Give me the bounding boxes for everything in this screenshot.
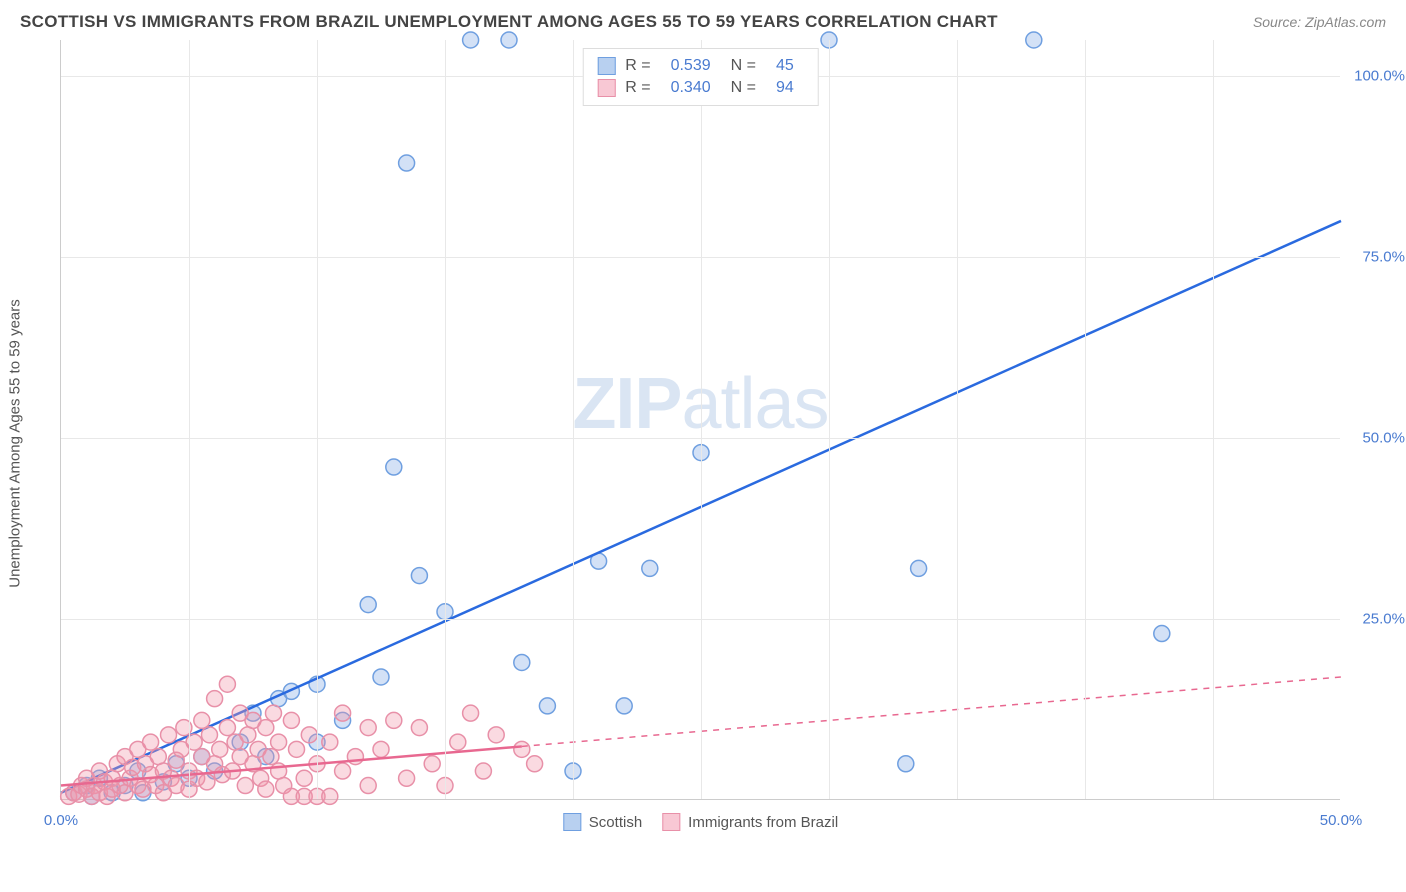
grid-line-v — [1085, 40, 1086, 799]
data-point — [150, 749, 166, 765]
data-point — [258, 720, 274, 736]
series-brazil-label: Immigrants from Brazil — [688, 814, 838, 831]
data-point — [219, 676, 235, 692]
x-tick-label: 50.0% — [1320, 812, 1363, 829]
grid-line-v — [701, 40, 702, 799]
data-point — [527, 756, 543, 772]
data-point — [194, 712, 210, 728]
grid-line-v — [189, 40, 190, 799]
data-point — [386, 712, 402, 728]
y-tick-label: 75.0% — [1362, 249, 1405, 266]
data-point — [143, 734, 159, 750]
data-point — [642, 560, 658, 576]
data-point — [411, 720, 427, 736]
grid-line-v — [1213, 40, 1214, 799]
data-point — [271, 734, 287, 750]
data-point — [240, 727, 256, 743]
data-point — [207, 691, 223, 707]
grid-line-v — [829, 40, 830, 799]
data-point — [514, 654, 530, 670]
data-point — [263, 749, 279, 765]
data-point — [463, 705, 479, 721]
y-tick-label: 100.0% — [1354, 68, 1405, 85]
series-legend: Scottish Immigrants from Brazil — [563, 813, 838, 831]
data-point — [911, 560, 927, 576]
n-value-scottish: 45 — [776, 57, 794, 75]
n-value-brazil: 94 — [776, 79, 794, 97]
plot-area: ZIPatlas R = 0.539 N = 45 R = 0.340 N = … — [60, 40, 1340, 800]
data-point — [1026, 32, 1042, 48]
chart-title: SCOTTISH VS IMMIGRANTS FROM BRAZIL UNEMP… — [20, 12, 998, 32]
data-point — [898, 756, 914, 772]
trend-line-extrapolated — [522, 677, 1341, 746]
y-axis-label: Unemployment Among Ages 55 to 59 years — [7, 299, 24, 588]
data-point — [258, 781, 274, 797]
legend-item-scottish: Scottish — [563, 813, 642, 831]
data-point — [1154, 626, 1170, 642]
data-point — [539, 698, 555, 714]
source-label: Source: ZipAtlas.com — [1253, 14, 1386, 30]
series-scottish-label: Scottish — [589, 814, 642, 831]
data-point — [386, 459, 402, 475]
swatch-scottish-bottom — [563, 813, 581, 831]
data-point — [373, 741, 389, 757]
r-value-brazil: 0.340 — [671, 79, 711, 97]
data-point — [161, 727, 177, 743]
data-point — [301, 727, 317, 743]
data-point — [411, 568, 427, 584]
data-point — [289, 741, 305, 757]
data-point — [373, 669, 389, 685]
data-point — [322, 788, 338, 804]
n-label: N = — [731, 79, 756, 97]
grid-line-v — [957, 40, 958, 799]
data-point — [283, 712, 299, 728]
data-point — [424, 756, 440, 772]
correlation-legend: R = 0.539 N = 45 R = 0.340 N = 94 — [582, 48, 819, 106]
swatch-scottish — [597, 57, 615, 75]
y-tick-label: 50.0% — [1362, 430, 1405, 447]
data-point — [463, 32, 479, 48]
data-point — [296, 770, 312, 786]
data-point — [237, 778, 253, 794]
data-point — [360, 720, 376, 736]
grid-line-v — [317, 40, 318, 799]
r-value-scottish: 0.539 — [671, 57, 711, 75]
legend-item-brazil: Immigrants from Brazil — [662, 813, 838, 831]
n-label: N = — [731, 57, 756, 75]
swatch-brazil — [597, 79, 615, 97]
grid-line-v — [445, 40, 446, 799]
r-label: R = — [625, 57, 650, 75]
data-point — [360, 778, 376, 794]
data-point — [212, 741, 228, 757]
swatch-brazil-bottom — [662, 813, 680, 831]
data-point — [399, 155, 415, 171]
data-point — [501, 32, 517, 48]
data-point — [335, 705, 351, 721]
data-point — [322, 734, 338, 750]
data-point — [488, 727, 504, 743]
header: SCOTTISH VS IMMIGRANTS FROM BRAZIL UNEMP… — [0, 0, 1406, 40]
data-point — [219, 720, 235, 736]
data-point — [475, 763, 491, 779]
legend-row-scottish: R = 0.539 N = 45 — [597, 55, 804, 77]
data-point — [514, 741, 530, 757]
legend-row-brazil: R = 0.340 N = 94 — [597, 77, 804, 99]
data-point — [450, 734, 466, 750]
data-point — [265, 705, 281, 721]
chart-container: Unemployment Among Ages 55 to 59 years Z… — [60, 40, 1386, 830]
data-point — [335, 763, 351, 779]
x-tick-label: 0.0% — [44, 812, 78, 829]
data-point — [616, 698, 632, 714]
data-point — [199, 774, 215, 790]
data-point — [360, 597, 376, 613]
y-tick-label: 25.0% — [1362, 611, 1405, 628]
data-point — [399, 770, 415, 786]
data-point — [201, 727, 217, 743]
grid-line-v — [573, 40, 574, 799]
r-label: R = — [625, 79, 650, 97]
